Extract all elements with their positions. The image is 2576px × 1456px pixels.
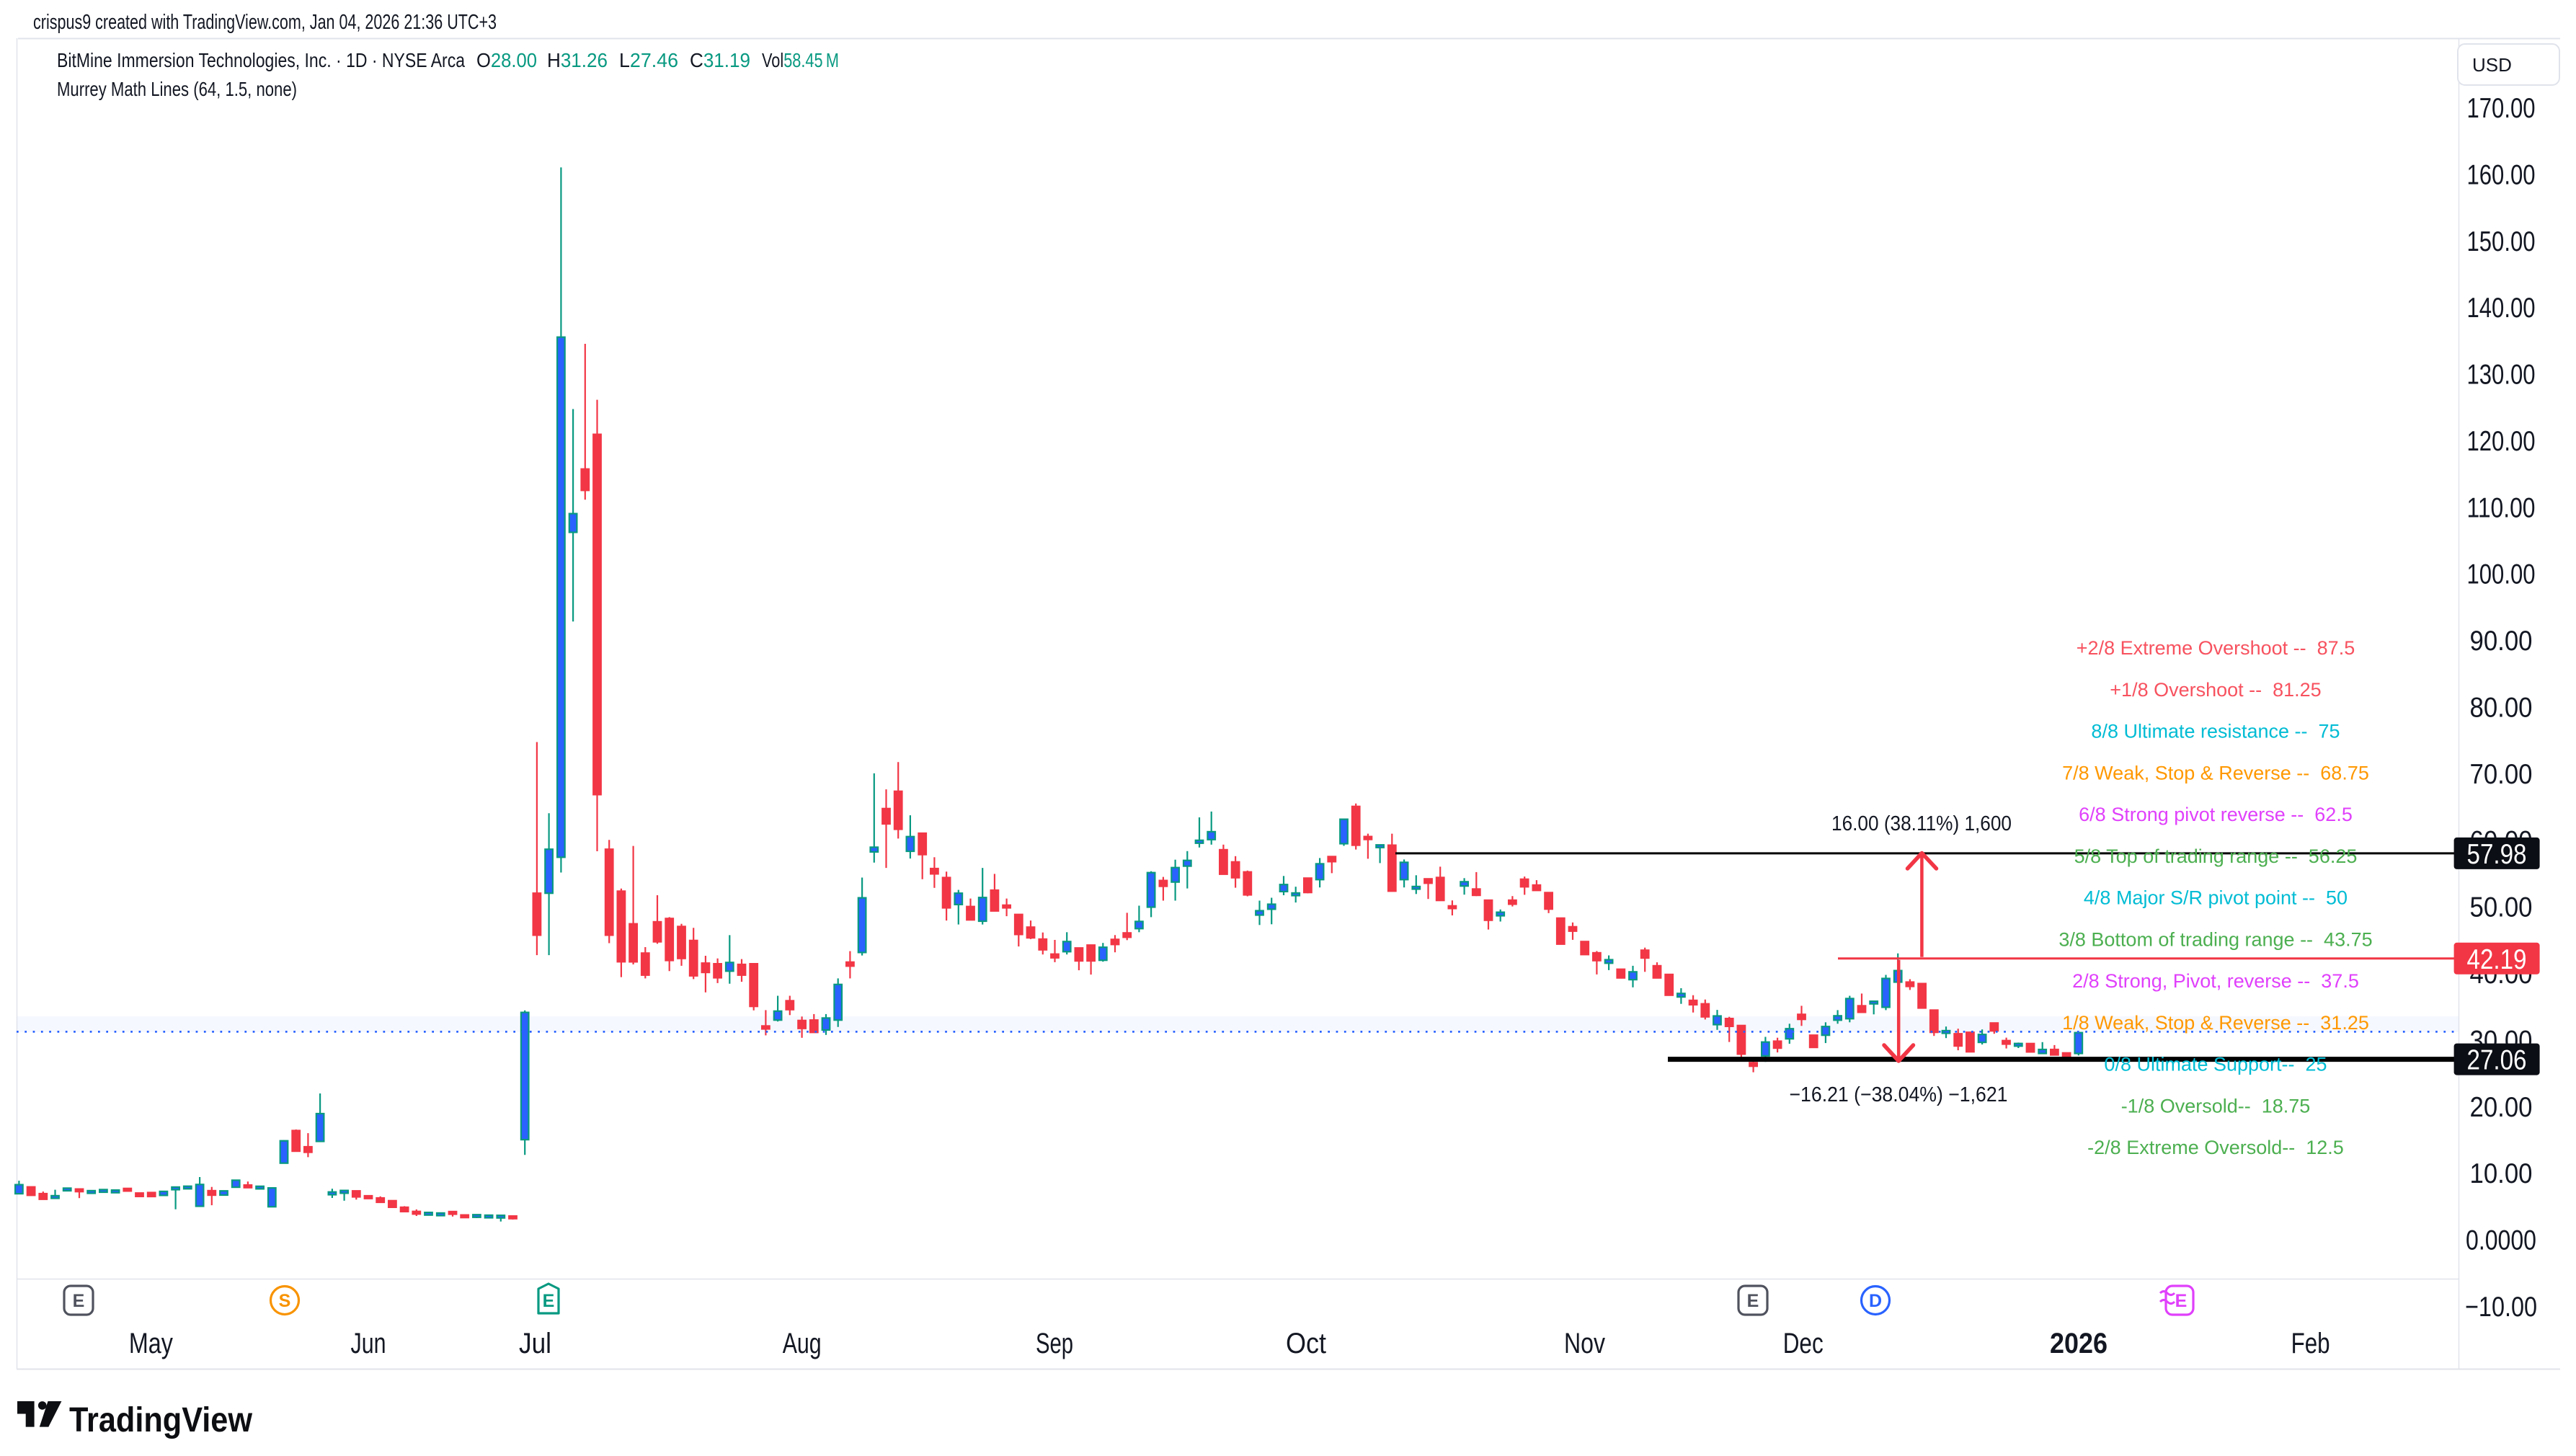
svg-text:70.00: 70.00 <box>2470 759 2533 790</box>
svg-text:140.00: 140.00 <box>2467 293 2536 324</box>
svg-text:100.00: 100.00 <box>2467 559 2536 590</box>
svg-text:42.19: 42.19 <box>2467 944 2527 975</box>
svg-text:E: E <box>73 1291 85 1311</box>
svg-text:D: D <box>1869 1291 1882 1311</box>
svg-text:120.00: 120.00 <box>2467 426 2536 457</box>
svg-text:170.00: 170.00 <box>2467 93 2536 124</box>
svg-text:3/8 Bottom of trading range --: 3/8 Bottom of trading range -- 43.75 <box>2058 928 2372 950</box>
svg-text:-2/8 Extreme Oversold-- 12.5: -2/8 Extreme Oversold-- 12.5 <box>2087 1137 2344 1158</box>
svg-text:5/8 Top of trading range -- 5: 5/8 Top of trading range -- 56.25 <box>2074 845 2358 867</box>
svg-text:0.0000: 0.0000 <box>2466 1225 2536 1256</box>
svg-text:−10.00: −10.00 <box>2465 1292 2537 1323</box>
svg-text:BitMine Immersion Technologies: BitMine Immersion Technologies, Inc. · 1… <box>57 49 465 71</box>
svg-text:Sep: Sep <box>1036 1328 1073 1359</box>
svg-text:L27.46: L27.46 <box>619 49 678 71</box>
svg-text:E: E <box>543 1291 555 1311</box>
svg-text:-1/8 Oversold-- 18.75: -1/8 Oversold-- 18.75 <box>2121 1095 2311 1117</box>
svg-text:2/8 Strong, Pivot, reverse --: 2/8 Strong, Pivot, reverse -- 37.5 <box>2072 970 2359 992</box>
svg-text:Murrey Math Lines (64, 1.5, no: Murrey Math Lines (64, 1.5, none) <box>57 78 297 100</box>
svg-text:80.00: 80.00 <box>2470 693 2533 724</box>
svg-text:50.00: 50.00 <box>2470 892 2533 923</box>
svg-text:1/8 Weak, Stop & Reverse -- 3: 1/8 Weak, Stop & Reverse -- 31.25 <box>2062 1012 2369 1034</box>
svg-text:S: S <box>279 1291 291 1311</box>
svg-text:C31.19: C31.19 <box>690 49 750 71</box>
svg-text:10.00: 10.00 <box>2470 1158 2533 1189</box>
svg-text:May: May <box>129 1328 173 1359</box>
svg-text:E: E <box>1747 1291 1759 1311</box>
svg-text:16.00 (38.11%) 1,600: 16.00 (38.11%) 1,600 <box>1831 812 2012 835</box>
svg-text:TradingView: TradingView <box>69 1401 253 1439</box>
svg-text:2026: 2026 <box>2050 1328 2108 1359</box>
svg-text:27.06: 27.06 <box>2467 1045 2527 1076</box>
svg-text:130.00: 130.00 <box>2467 360 2536 391</box>
svg-text:8/8 Ultimate resistance -- 75: 8/8 Ultimate resistance -- 75 <box>2091 721 2340 742</box>
svg-text:7/8 Weak, Stop & Reverse -- 6: 7/8 Weak, Stop & Reverse -- 68.75 <box>2062 762 2369 784</box>
svg-text:0/8 Ultimate Support-- 25: 0/8 Ultimate Support-- 25 <box>2104 1054 2327 1075</box>
svg-text:USD: USD <box>2472 54 2512 76</box>
svg-text:Feb: Feb <box>2291 1328 2330 1359</box>
svg-text:90.00: 90.00 <box>2470 626 2533 657</box>
svg-text:+1/8 Overshoot -- 81.25: +1/8 Overshoot -- 81.25 <box>2110 679 2321 701</box>
svg-text:Dec: Dec <box>1783 1328 1824 1359</box>
svg-text:160.00: 160.00 <box>2467 159 2536 190</box>
svg-text:−16.21 (−38.04%) −1,621: −16.21 (−38.04%) −1,621 <box>1790 1083 2008 1106</box>
svg-text:110.00: 110.00 <box>2467 492 2536 523</box>
svg-text:6/8 Strong pivot reverse -- 6: 6/8 Strong pivot reverse -- 62.5 <box>2079 804 2353 825</box>
svg-text:crispus9 created with TradingV: crispus9 created with TradingView.com, J… <box>33 11 497 34</box>
svg-text:+2/8 Extreme Overshoot -- 87.: +2/8 Extreme Overshoot -- 87.5 <box>2077 637 2355 659</box>
svg-text:Aug: Aug <box>783 1328 822 1359</box>
svg-text:Jul: Jul <box>519 1328 551 1359</box>
svg-text:Nov: Nov <box>1564 1328 1605 1359</box>
svg-text:E: E <box>2175 1291 2188 1311</box>
svg-text:57.98: 57.98 <box>2467 839 2527 870</box>
svg-text:O28.00: O28.00 <box>476 49 537 71</box>
svg-text:Oct: Oct <box>1286 1328 1326 1359</box>
svg-text:Jun: Jun <box>351 1328 386 1359</box>
svg-text:20.00: 20.00 <box>2470 1092 2533 1123</box>
svg-text:H31.26: H31.26 <box>547 49 608 71</box>
svg-text:4/8 Major S/R pivot point --: 4/8 Major S/R pivot point -- 50 <box>2084 887 2348 909</box>
svg-text:Vol58.45 M: Vol58.45 M <box>762 49 839 71</box>
svg-text:150.00: 150.00 <box>2467 226 2536 257</box>
